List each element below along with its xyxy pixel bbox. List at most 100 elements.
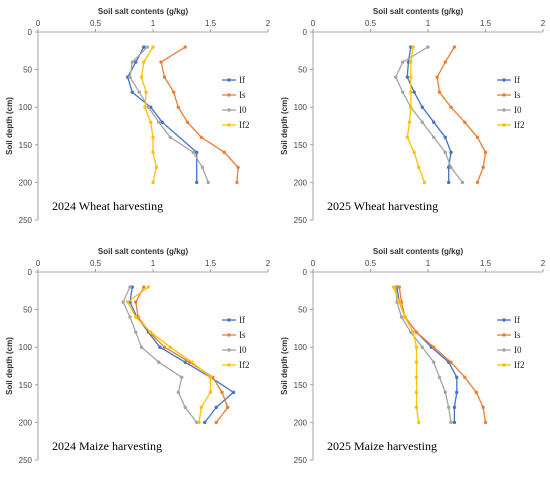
- data-point: [151, 180, 155, 185]
- data-point: [407, 120, 412, 124]
- x-tick-label: 2: [266, 19, 271, 28]
- data-point: [401, 90, 405, 94]
- data-point: [158, 345, 162, 349]
- y-tick-label: 150: [19, 141, 33, 150]
- x-tick-label: 1.5: [205, 19, 217, 28]
- data-point: [455, 390, 459, 395]
- data-point: [443, 390, 447, 395]
- data-point: [160, 120, 164, 124]
- series-line: [160, 46, 239, 183]
- data-point: [449, 105, 453, 109]
- series-line: [392, 286, 420, 423]
- y-axis-title: Soil depth (cm): [5, 337, 14, 395]
- legend-label: If2: [514, 120, 525, 130]
- y-axis-title: Soil depth (cm): [5, 97, 14, 155]
- data-point: [157, 120, 161, 124]
- data-point: [475, 135, 480, 139]
- data-point: [134, 330, 138, 334]
- data-point: [455, 375, 459, 379]
- data-point: [417, 420, 421, 425]
- data-point: [414, 360, 419, 364]
- data-point: [139, 75, 144, 79]
- x-tick-label: 0.5: [90, 19, 102, 28]
- legend-marker: [227, 318, 231, 322]
- legend-marker: [502, 333, 506, 337]
- data-point: [183, 45, 187, 49]
- legend-label: If: [514, 75, 520, 85]
- data-point: [180, 375, 184, 379]
- series-line: [395, 46, 464, 183]
- y-tick-label: 50: [23, 66, 32, 75]
- x-axis-title: Soil salt contents (g/kg): [98, 247, 189, 256]
- legend-marker: [227, 348, 231, 352]
- data-point: [162, 75, 167, 79]
- legend-marker: [227, 363, 231, 367]
- data-point: [412, 150, 416, 155]
- legend-label: If: [239, 75, 245, 85]
- series-line: [398, 286, 487, 423]
- data-point: [236, 165, 240, 170]
- y-tick-label: 200: [294, 418, 308, 427]
- data-point: [149, 330, 153, 334]
- data-point: [474, 390, 478, 395]
- data-point: [214, 420, 218, 425]
- x-axis-title: Soil salt contents (g/kg): [373, 7, 464, 16]
- y-tick-label: 50: [298, 306, 307, 315]
- x-tick-label: 1: [151, 19, 156, 28]
- data-point: [145, 45, 149, 49]
- y-axis-title: Soil depth (cm): [280, 97, 289, 155]
- y-tick-label: 150: [294, 141, 308, 150]
- data-point: [432, 120, 436, 124]
- data-point: [128, 75, 132, 79]
- legend-marker: [502, 108, 506, 112]
- data-point: [412, 90, 416, 94]
- data-point: [414, 390, 419, 395]
- data-point: [460, 180, 465, 185]
- data-point: [151, 150, 155, 155]
- panel-title: 2025 Wheat harvesting: [327, 199, 438, 213]
- series-line: [395, 286, 452, 423]
- y-tick-label: 100: [19, 343, 33, 352]
- y-tick-label: 0: [28, 28, 33, 37]
- series-line: [126, 46, 198, 183]
- data-point: [149, 120, 153, 124]
- data-point: [447, 405, 451, 410]
- y-tick-label: 150: [294, 381, 308, 390]
- series-line: [135, 286, 229, 423]
- data-point: [183, 405, 187, 410]
- data-point: [420, 345, 424, 349]
- legend-marker: [227, 78, 231, 82]
- x-tick-label: 1: [426, 259, 431, 268]
- data-point: [168, 135, 172, 139]
- data-point: [449, 150, 453, 155]
- data-point: [144, 90, 148, 94]
- data-point: [409, 75, 413, 79]
- data-point: [191, 150, 195, 155]
- data-point: [172, 90, 176, 94]
- legend-marker: [502, 78, 506, 82]
- data-point: [159, 60, 163, 64]
- data-point: [403, 315, 407, 319]
- y-tick-label: 50: [298, 66, 307, 75]
- data-point: [397, 300, 401, 304]
- data-point: [128, 285, 132, 289]
- data-point: [452, 45, 457, 49]
- y-tick-label: 250: [19, 456, 33, 465]
- data-point: [417, 165, 421, 170]
- data-point: [411, 45, 415, 49]
- x-tick-label: 2: [266, 259, 271, 268]
- legend-marker: [227, 93, 231, 97]
- data-point: [452, 420, 457, 425]
- legend-label: If: [239, 315, 245, 325]
- data-point: [143, 105, 147, 109]
- data-point: [397, 285, 401, 289]
- data-point: [443, 150, 447, 155]
- y-tick-label: 250: [294, 216, 308, 225]
- data-point: [146, 285, 151, 289]
- y-tick-label: 0: [28, 268, 33, 277]
- data-point: [481, 165, 485, 170]
- data-point: [231, 390, 236, 395]
- chart-svg: 0 0.5 1 1.5 2 0 50 100 150 200 250 Soil salt conten…: [5, 247, 271, 465]
- y-tick-label: 100: [19, 103, 33, 112]
- data-point: [142, 285, 146, 289]
